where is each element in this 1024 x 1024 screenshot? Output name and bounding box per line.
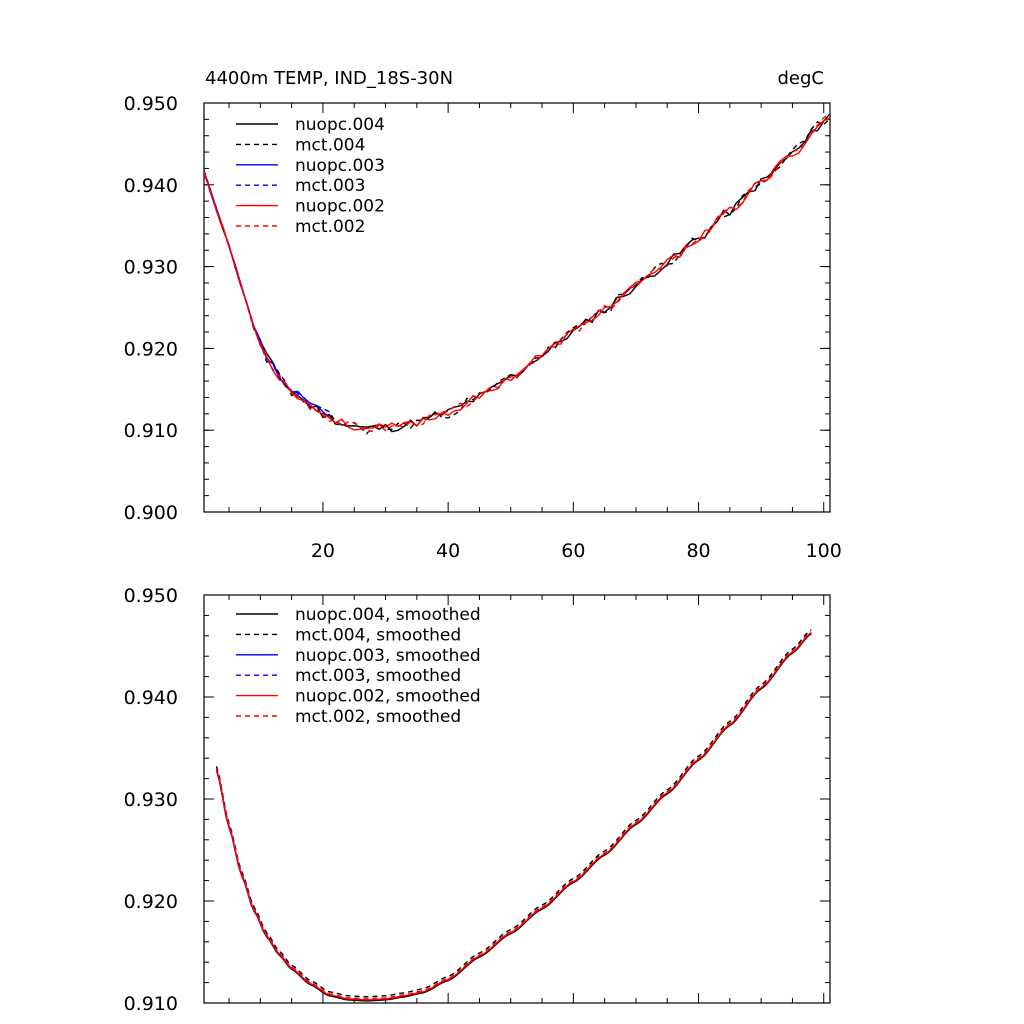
- y-tick-label: 0.950: [124, 585, 178, 607]
- legend-label: mct.004, smoothed: [295, 625, 461, 645]
- series-line-mct-002: [204, 113, 830, 433]
- y-tick-label: 0.940: [124, 687, 178, 709]
- legend-label: nuopc.004, smoothed: [295, 605, 481, 625]
- x-tick-label: 80: [686, 540, 710, 562]
- y-tick-label: 0.910: [124, 420, 178, 442]
- x-tick-label: 60: [561, 540, 585, 562]
- y-tick-label: 0.920: [124, 338, 178, 360]
- y-tick-label: 0.930: [124, 789, 178, 811]
- top-panel: 0.900 0.910 0.920 0.930 0.940 0.950 20 40 60 80 10…: [124, 68, 842, 562]
- series-line-mct-004-smoothed: [215, 629, 812, 998]
- y-tick-label: 0.920: [124, 891, 178, 913]
- legend-label: nuopc.004: [295, 115, 385, 135]
- series-line-nuopc-003-smoothed: [215, 769, 311, 985]
- y-tick-label: 0.930: [124, 257, 178, 279]
- series-line-mct-003-smoothed: [215, 768, 311, 984]
- units-label: degC: [778, 68, 825, 89]
- x-tick-label: 20: [311, 540, 335, 562]
- y-tick-label: 0.910: [124, 993, 178, 1015]
- y-tick-label: 0.900: [124, 502, 178, 524]
- legend-label: mct.003, smoothed: [295, 666, 461, 686]
- legend-label: mct.002, smoothed: [295, 707, 461, 727]
- x-tick-label: 100: [806, 540, 842, 562]
- legend-label: mct.004: [295, 135, 365, 155]
- legend-label: nuopc.002: [295, 197, 385, 217]
- series-line-nuopc-002: [204, 117, 830, 431]
- legend-label: nuopc.003, smoothed: [295, 646, 481, 666]
- legend-label: mct.002: [295, 217, 365, 237]
- plot-frame: [203, 102, 831, 513]
- series-line-mct-002-smoothed: [215, 631, 812, 1000]
- bottom-panel: 0.910 0.920 0.930 0.940 0.950 nuopc.004, smoo…: [124, 585, 831, 1015]
- legend-label: nuopc.003: [295, 156, 385, 176]
- legend-label: mct.003: [295, 176, 365, 196]
- y-tick-label: 0.940: [124, 175, 178, 197]
- series-line-mct-004: [204, 117, 830, 435]
- chart-title: 4400m TEMP, IND_18S-30N: [205, 68, 453, 89]
- x-tick-label: 40: [436, 540, 460, 562]
- y-tick-label: 0.950: [124, 93, 178, 115]
- legend-label: nuopc.002, smoothed: [295, 687, 481, 707]
